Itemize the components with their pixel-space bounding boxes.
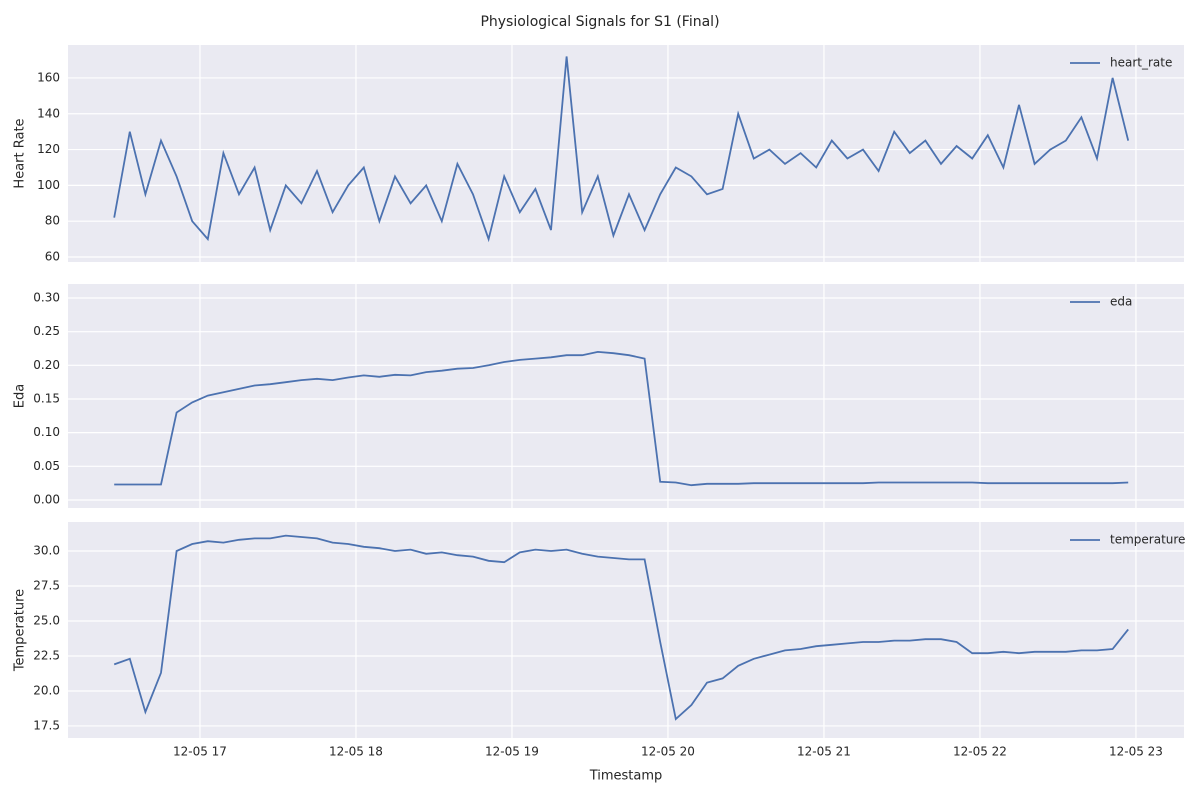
y-tick-label: 140 bbox=[37, 106, 60, 120]
x-tick-label: 12-05 22 bbox=[953, 745, 1007, 759]
y-tick-label: 17.5 bbox=[33, 718, 60, 732]
y-tick-label: 0.30 bbox=[33, 291, 60, 305]
data-line bbox=[113, 56, 1130, 243]
plot-area bbox=[68, 284, 1184, 508]
y-tick-label: 27.5 bbox=[33, 578, 60, 592]
y-tick-label: 0.00 bbox=[33, 492, 60, 506]
legend-label: eda bbox=[1110, 295, 1132, 309]
y-tick-label: 60 bbox=[45, 249, 60, 263]
x-tick-label: 12-05 20 bbox=[641, 745, 695, 759]
y-tick-label: 120 bbox=[37, 142, 60, 156]
y-tick-label: 0.05 bbox=[33, 459, 60, 473]
x-tick-label: 12-05 19 bbox=[485, 745, 539, 759]
legend-label: heart_rate bbox=[1110, 56, 1172, 70]
x-tick-label: 12-05 21 bbox=[797, 745, 851, 759]
y-tick-label: 22.5 bbox=[33, 648, 60, 662]
y-tick-label: 160 bbox=[37, 70, 60, 84]
data-line bbox=[113, 534, 1129, 721]
y-tick-label: 80 bbox=[45, 214, 60, 228]
figure-title: Physiological Signals for S1 (Final) bbox=[480, 14, 719, 30]
data-line bbox=[114, 350, 1129, 487]
y-tick-label: 0.10 bbox=[33, 425, 60, 439]
y-tick-label: 20.0 bbox=[33, 683, 60, 697]
y-tick-label: 100 bbox=[37, 178, 60, 192]
y-tick-label: 0.25 bbox=[33, 324, 60, 338]
y-axis-label: Eda bbox=[13, 384, 28, 408]
y-axis-label: Heart Rate bbox=[13, 118, 28, 188]
x-axis-label: Timestamp bbox=[589, 769, 663, 784]
y-axis-label: Temperature bbox=[13, 589, 28, 672]
legend-label: temperature bbox=[1110, 533, 1185, 547]
y-tick-label: 0.15 bbox=[33, 391, 60, 405]
plot-area bbox=[68, 522, 1184, 738]
y-tick-label: 30.0 bbox=[33, 543, 60, 557]
y-tick-label: 0.20 bbox=[33, 358, 60, 372]
plot-area bbox=[68, 45, 1184, 262]
y-tick-label: 25.0 bbox=[33, 613, 60, 627]
x-tick-label: 12-05 18 bbox=[329, 745, 383, 759]
x-tick-label: 12-05 23 bbox=[1109, 745, 1163, 759]
x-tick-label: 12-05 17 bbox=[173, 745, 227, 759]
